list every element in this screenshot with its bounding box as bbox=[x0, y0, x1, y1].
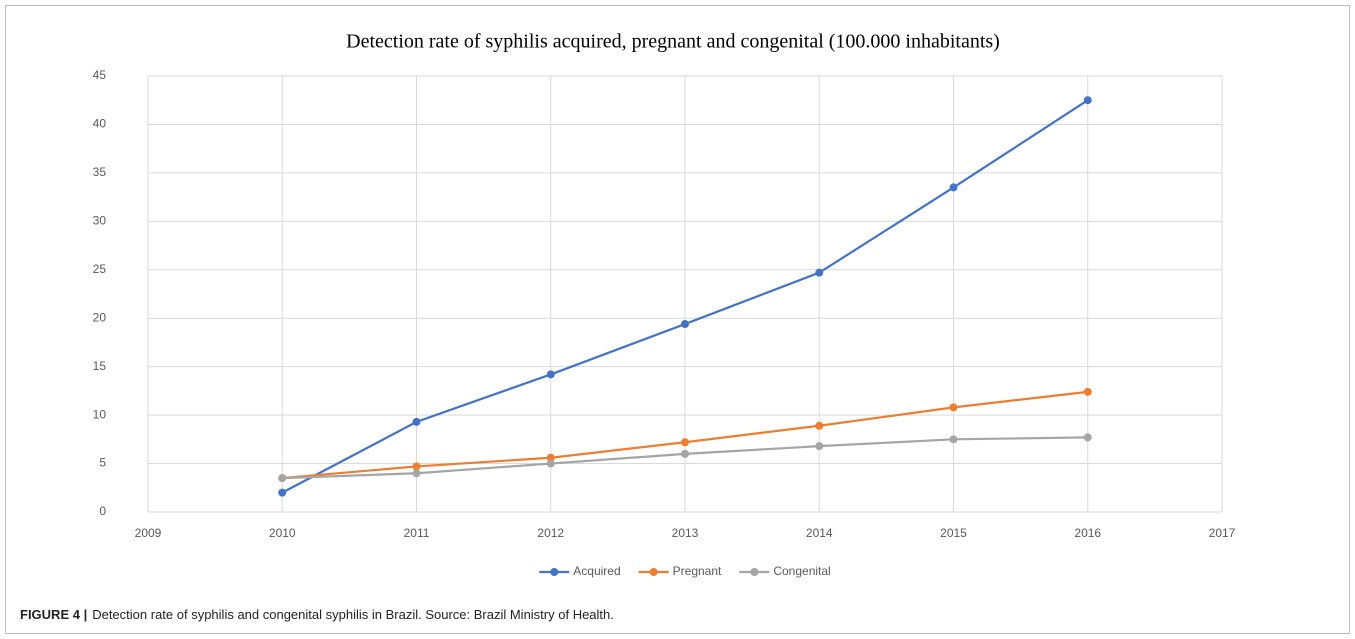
marker bbox=[681, 449, 689, 458]
x-tick-label: 2014 bbox=[806, 526, 833, 540]
marker bbox=[815, 442, 824, 451]
marker bbox=[278, 474, 287, 483]
caption-label: FIGURE 4 | bbox=[20, 607, 87, 622]
y-tick-label: 45 bbox=[93, 68, 107, 82]
legend-label: Acquired bbox=[573, 564, 620, 578]
marker bbox=[546, 459, 555, 468]
y-tick-label: 5 bbox=[99, 456, 106, 470]
y-tick-label: 40 bbox=[93, 117, 107, 131]
caption-text: Detection rate of syphilis and congenita… bbox=[92, 607, 614, 622]
marker bbox=[1083, 96, 1092, 105]
marker bbox=[681, 320, 689, 329]
chart-title: Detection rate of syphilis acquired, pre… bbox=[346, 31, 1000, 53]
figure-border bbox=[5, 5, 1350, 634]
marker bbox=[815, 421, 824, 430]
marker bbox=[815, 268, 824, 277]
x-tick-label: 2010 bbox=[269, 526, 296, 540]
marker bbox=[949, 403, 958, 412]
marker bbox=[1083, 387, 1092, 396]
legend-label: Pregnant bbox=[673, 564, 722, 578]
y-tick-label: 0 bbox=[99, 504, 106, 518]
marker bbox=[412, 417, 421, 426]
marker bbox=[681, 438, 689, 447]
legend-marker bbox=[550, 568, 559, 576]
marker bbox=[412, 462, 421, 471]
x-tick-label: 2011 bbox=[404, 526, 430, 540]
y-tick-label: 15 bbox=[93, 359, 107, 373]
x-tick-label: 2009 bbox=[135, 526, 162, 540]
legend-marker bbox=[649, 568, 658, 576]
marker bbox=[412, 469, 421, 478]
y-tick-label: 25 bbox=[93, 262, 107, 276]
marker bbox=[546, 453, 555, 462]
y-tick-label: 10 bbox=[93, 407, 107, 421]
marker bbox=[546, 370, 555, 379]
marker bbox=[949, 183, 958, 192]
y-tick-label: 20 bbox=[93, 310, 107, 324]
y-tick-label: 30 bbox=[93, 214, 107, 228]
marker bbox=[1083, 433, 1092, 442]
marker bbox=[949, 435, 958, 444]
x-tick-label: 2013 bbox=[672, 526, 699, 540]
y-tick-label: 35 bbox=[93, 165, 107, 179]
legend-marker bbox=[750, 568, 759, 576]
x-tick-label: 2017 bbox=[1209, 526, 1236, 540]
x-tick-label: 2016 bbox=[1074, 526, 1101, 540]
x-tick-label: 2012 bbox=[537, 526, 564, 540]
x-tick-label: 2015 bbox=[940, 526, 967, 540]
legend-label: Congenital bbox=[773, 564, 830, 578]
caption: FIGURE 4 | Detection rate of syphilis and… bbox=[20, 607, 614, 622]
marker bbox=[278, 488, 287, 497]
